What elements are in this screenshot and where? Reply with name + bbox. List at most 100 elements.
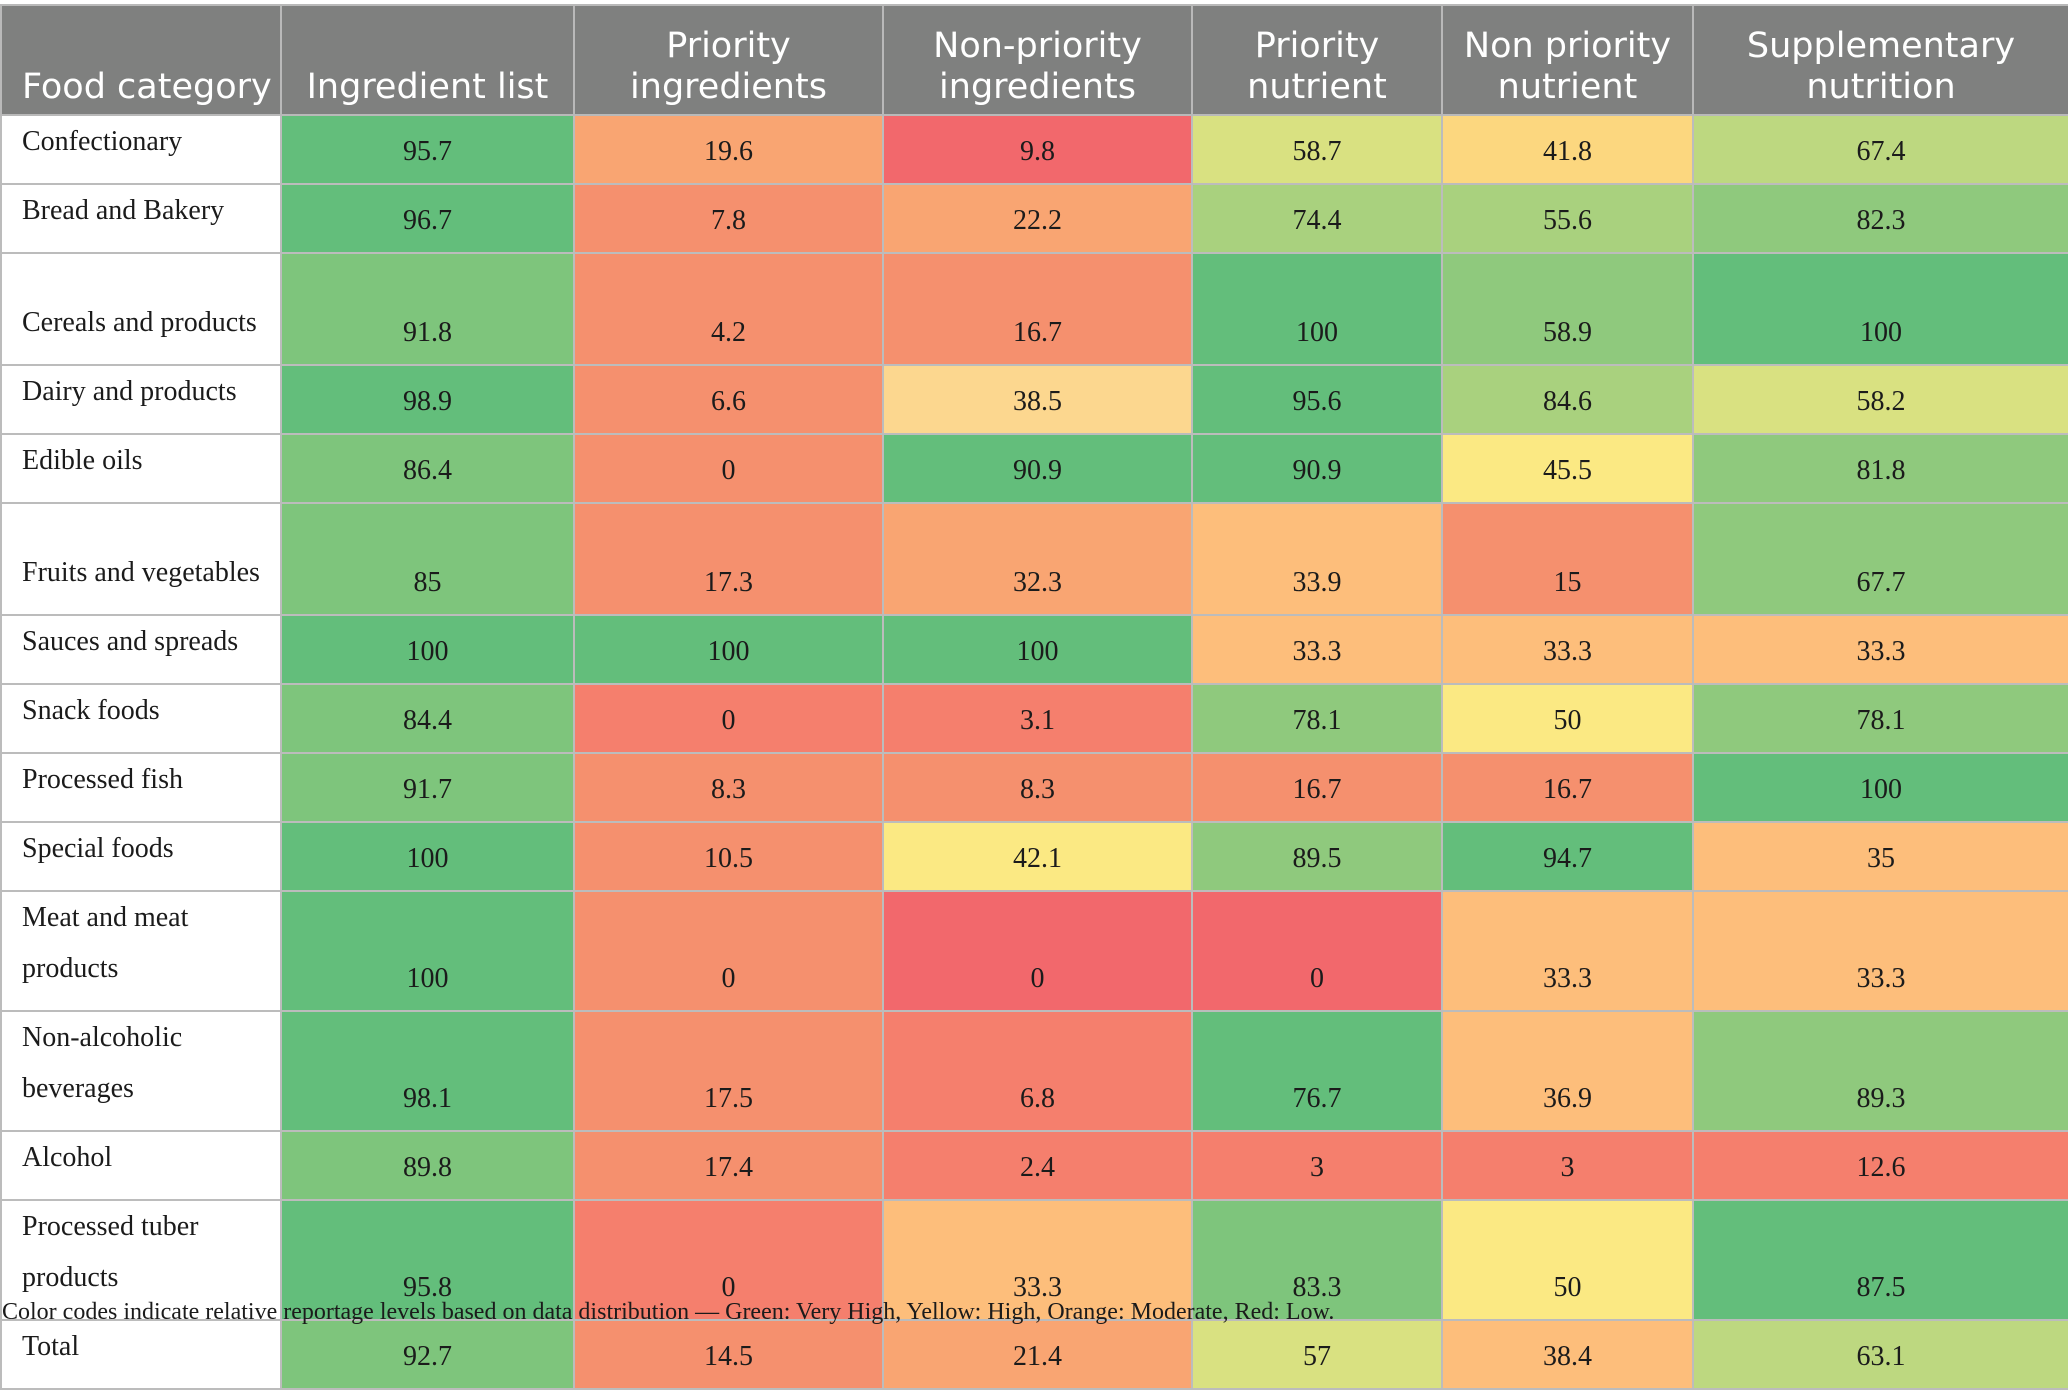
value-cell: 0 [573, 890, 884, 1012]
value-cell: 84.4 [280, 683, 575, 754]
value-cell: 87.5 [1692, 1199, 2068, 1321]
table-row: Special foods 100 10.5 42.1 89.5 94.7 35 [0, 821, 2068, 892]
value-cell: 15 [1441, 502, 1694, 616]
row-category: Cereals and products [0, 252, 282, 366]
value-cell: 81.8 [1692, 433, 2068, 504]
table-row: Snack foods 84.4 0 3.1 78.1 50 78.1 [0, 683, 2068, 754]
value-cell: 6.6 [573, 364, 884, 435]
header-row: Food category Ingredient list Priority i… [0, 4, 2068, 116]
value-cell: 33.3 [882, 1199, 1193, 1321]
row-category: Dairy and products [0, 364, 282, 435]
value-cell: 17.5 [573, 1010, 884, 1132]
value-cell: 90.9 [1191, 433, 1443, 504]
value-cell: 33.3 [1692, 614, 2068, 685]
table-body: Confectionary 95.7 19.6 9.8 58.7 41.8 67.4 Brea… [0, 114, 2068, 1390]
value-cell: 41.8 [1441, 114, 1694, 185]
value-cell: 3 [1441, 1130, 1694, 1201]
value-cell: 96.7 [280, 183, 575, 254]
value-cell: 100 [280, 821, 575, 892]
value-cell: 16.7 [882, 252, 1193, 366]
header-priority-nutrient: Priority nutrient [1191, 4, 1443, 116]
value-cell: 17.4 [573, 1130, 884, 1201]
value-cell: 100 [882, 614, 1193, 685]
value-cell: 33.3 [1692, 890, 2068, 1012]
value-cell: 33.9 [1191, 502, 1443, 616]
value-cell: 0 [573, 683, 884, 754]
table-header: Food category Ingredient list Priority i… [0, 4, 2068, 116]
table-row: Confectionary 95.7 19.6 9.8 58.7 41.8 67.4 [0, 114, 2068, 185]
value-cell: 100 [280, 614, 575, 685]
row-category: Confectionary [0, 114, 282, 185]
value-cell: 84.6 [1441, 364, 1694, 435]
value-cell: 100 [1191, 252, 1443, 366]
value-cell: 14.5 [573, 1319, 884, 1390]
value-cell: 50 [1441, 1199, 1694, 1321]
value-cell: 78.1 [1692, 683, 2068, 754]
row-category: Total [0, 1319, 282, 1390]
row-category: Sauces and spreads [0, 614, 282, 685]
value-cell: 78.1 [1191, 683, 1443, 754]
value-cell: 0 [882, 890, 1193, 1012]
value-cell: 100 [1692, 252, 2068, 366]
header-supplementary-nutrition: Supplementary nutrition [1692, 4, 2068, 116]
value-cell: 33.3 [1441, 890, 1694, 1012]
value-cell: 2.4 [882, 1130, 1193, 1201]
value-cell: 89.5 [1191, 821, 1443, 892]
table-row: Processed tuber products 95.8 0 33.3 83.3 50 8… [0, 1199, 2068, 1321]
value-cell: 63.1 [1692, 1319, 2068, 1390]
row-category: Processed tuber products [0, 1199, 282, 1321]
table-caption: Color codes indicate relative reportage … [2, 1299, 1335, 1325]
table-row: Meat and meat products 100 0 0 0 33.3 33.3 [0, 890, 2068, 1012]
value-cell: 57 [1191, 1319, 1443, 1390]
value-cell: 38.5 [882, 364, 1193, 435]
value-cell: 89.8 [280, 1130, 575, 1201]
table-row: Fruits and vegetables 85 17.3 32.3 33.9 15 67.… [0, 502, 2068, 616]
value-cell: 45.5 [1441, 433, 1694, 504]
value-cell: 55.6 [1441, 183, 1694, 254]
value-cell: 76.7 [1191, 1010, 1443, 1132]
header-food-category: Food category [0, 4, 282, 116]
value-cell: 38.4 [1441, 1319, 1694, 1390]
value-cell: 100 [573, 614, 884, 685]
table-row: Bread and Bakery 96.7 7.8 22.2 74.4 55.6 82.3 [0, 183, 2068, 254]
value-cell: 82.3 [1692, 183, 2068, 254]
value-cell: 3 [1191, 1130, 1443, 1201]
value-cell: 12.6 [1692, 1130, 2068, 1201]
table-row: Alcohol 89.8 17.4 2.4 3 3 12.6 [0, 1130, 2068, 1201]
table-container: Food category Ingredient list Priority i… [0, 4, 2068, 1390]
value-cell: 10.5 [573, 821, 884, 892]
table-row: Sauces and spreads 100 100 100 33.3 33.3 33.3 [0, 614, 2068, 685]
value-cell: 16.7 [1191, 752, 1443, 823]
value-cell: 58.2 [1692, 364, 2068, 435]
value-cell: 21.4 [882, 1319, 1193, 1390]
value-cell: 95.8 [280, 1199, 575, 1321]
value-cell: 86.4 [280, 433, 575, 504]
table-row: Processed fish 91.7 8.3 8.3 16.7 16.7 100 [0, 752, 2068, 823]
value-cell: 0 [573, 433, 884, 504]
table-row: Dairy and products 98.9 6.6 38.5 95.6 84.6 58.… [0, 364, 2068, 435]
value-cell: 58.9 [1441, 252, 1694, 366]
value-cell: 67.7 [1692, 502, 2068, 616]
value-cell: 74.4 [1191, 183, 1443, 254]
table-row: Edible oils 86.4 0 90.9 90.9 45.5 81.8 [0, 433, 2068, 504]
value-cell: 8.3 [573, 752, 884, 823]
table-row: Cereals and products 91.8 4.2 16.7 100 58.9 10… [0, 252, 2068, 366]
value-cell: 58.7 [1191, 114, 1443, 185]
value-cell: 17.3 [573, 502, 884, 616]
value-cell: 50 [1441, 683, 1694, 754]
value-cell: 94.7 [1441, 821, 1694, 892]
value-cell: 92.7 [280, 1319, 575, 1390]
value-cell: 90.9 [882, 433, 1193, 504]
value-cell: 89.3 [1692, 1010, 2068, 1132]
row-category: Meat and meat products [0, 890, 282, 1012]
table-row: Total 92.7 14.5 21.4 57 38.4 63.1 [0, 1319, 2068, 1390]
value-cell: 6.8 [882, 1010, 1193, 1132]
value-cell: 42.1 [882, 821, 1193, 892]
value-cell: 98.1 [280, 1010, 575, 1132]
value-cell: 0 [1191, 890, 1443, 1012]
value-cell: 98.9 [280, 364, 575, 435]
value-cell: 100 [280, 890, 575, 1012]
row-category: Alcohol [0, 1130, 282, 1201]
value-cell: 22.2 [882, 183, 1193, 254]
value-cell: 9.8 [882, 114, 1193, 185]
